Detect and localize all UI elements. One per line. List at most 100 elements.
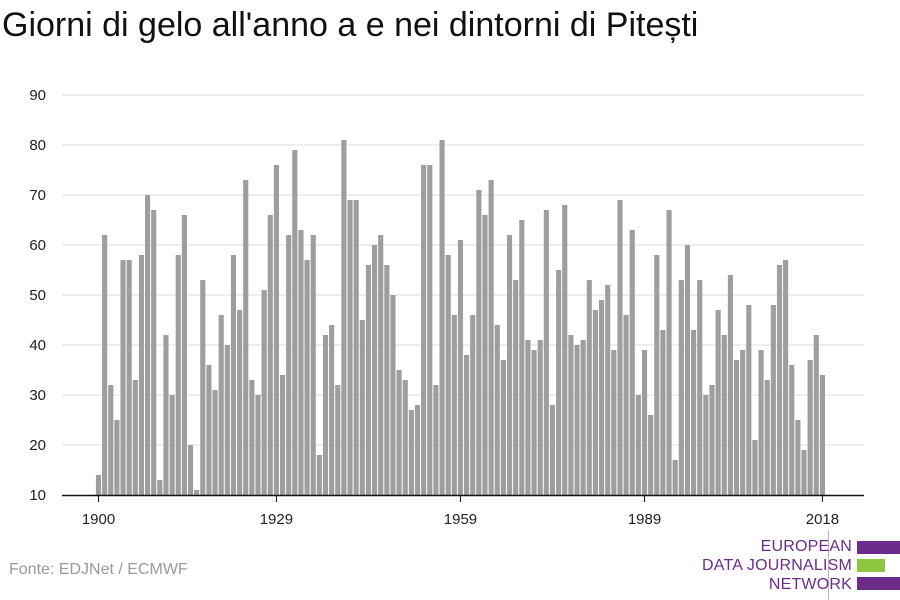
bar-2007	[752, 440, 758, 495]
bar-1904	[120, 260, 126, 495]
bar-1952	[414, 405, 421, 495]
bar-1931	[286, 235, 292, 495]
y-tick-label: 40	[29, 337, 46, 354]
bar-1909	[151, 210, 157, 495]
bar-1913	[175, 255, 181, 495]
bar-1902	[108, 385, 114, 495]
bar-1943	[359, 320, 365, 495]
logo-bar-purple-top	[857, 541, 900, 554]
bar-2001	[715, 310, 721, 495]
bar-1937	[322, 335, 329, 495]
bar-1966	[500, 360, 506, 495]
bar-1950	[402, 380, 408, 495]
bar-1947	[384, 265, 390, 495]
bar-1930	[279, 375, 286, 495]
bar-1915	[187, 445, 194, 495]
bar-1940	[341, 140, 347, 495]
bar-1998	[697, 280, 703, 495]
bar-2006	[746, 305, 752, 495]
bar-1997	[691, 330, 697, 495]
bar-1999	[703, 395, 709, 495]
bar-1949	[396, 370, 402, 495]
bar-1968	[513, 280, 519, 495]
y-tick-label: 10	[29, 487, 46, 504]
y-tick-label: 20	[29, 437, 46, 454]
bar-1978	[574, 345, 580, 495]
bar-1910	[157, 480, 163, 495]
bar-1996	[684, 245, 691, 495]
bar-2010	[770, 305, 776, 495]
bar-1922	[230, 255, 237, 495]
bar-1979	[580, 340, 586, 495]
bar-1920	[218, 315, 224, 495]
bar-1993	[666, 210, 672, 495]
x-tick-label: 1959	[444, 511, 477, 528]
edjnet-logo: EUROPEAN DATA JOURNALISM NETWORK	[700, 530, 900, 600]
bar-1973	[543, 210, 549, 495]
bar-1986	[623, 315, 629, 495]
bar-1987	[629, 230, 635, 495]
bar-1989	[641, 350, 648, 495]
bar-1964	[488, 180, 494, 495]
x-tick-label: 2018	[806, 511, 839, 528]
bar-1921	[224, 345, 230, 495]
bar-1912	[169, 395, 175, 495]
bar-2015	[801, 450, 807, 495]
x-tick-label: 1900	[82, 511, 115, 528]
x-axis-ticks: 1900 1929 1959 1989 2018	[82, 496, 839, 528]
bar-1911	[163, 335, 169, 495]
bar-1983	[605, 285, 611, 495]
bar-1984	[611, 350, 617, 495]
bar-2014	[795, 420, 801, 495]
chart-title: Giorni di gelo all'anno a e nei dintorni…	[2, 6, 699, 44]
logo-bar-green	[857, 559, 885, 572]
bar-1985	[617, 200, 623, 495]
bar-2009	[764, 380, 770, 495]
bar-1956	[439, 140, 445, 495]
y-tick-label: 70	[29, 187, 46, 204]
bar-1936	[316, 455, 322, 495]
bar-1955	[433, 385, 439, 495]
bar-2003	[727, 275, 733, 495]
bar-1938	[329, 325, 335, 495]
bar-1908	[145, 195, 151, 495]
y-tick-label: 50	[29, 287, 46, 304]
bar-1929	[273, 165, 279, 495]
bar-1962	[476, 190, 482, 495]
bar-1970	[525, 340, 531, 495]
bar-1969	[519, 220, 525, 495]
y-tick-label: 60	[29, 237, 46, 254]
bar-1981	[592, 310, 598, 495]
x-tick-label: 1929	[260, 511, 293, 528]
bar-1959	[457, 240, 464, 495]
bar-1975	[556, 270, 562, 495]
bar-1924	[243, 180, 249, 495]
bar-2018	[819, 375, 825, 495]
bar-1961	[470, 315, 476, 495]
bar-1990	[648, 415, 654, 495]
bar-1957	[445, 255, 451, 495]
bar-1946	[378, 235, 384, 495]
bar-1972	[537, 340, 543, 495]
source-note: Fonte: EDJNet / ECMWF	[9, 561, 188, 578]
bar-2002	[721, 335, 727, 495]
bar-1963	[482, 215, 488, 495]
bar-1971	[531, 350, 537, 495]
bar-1954	[427, 165, 433, 495]
bar-1982	[599, 300, 605, 495]
bar-1939	[335, 385, 341, 495]
bar-1914	[181, 215, 187, 495]
bar-1927	[261, 290, 267, 495]
bar-1919	[212, 390, 218, 495]
y-tick-label: 30	[29, 387, 46, 404]
bar-1980	[586, 280, 592, 495]
bar-1976	[562, 205, 568, 495]
bar-1960	[464, 355, 470, 495]
bar-2011	[776, 265, 783, 495]
logo-divider	[828, 530, 829, 600]
logo-line-data-journalism: DATA JOURNALISM	[702, 557, 852, 574]
bar-1995	[678, 280, 684, 495]
bar-1988	[635, 395, 641, 495]
bar-2000	[709, 385, 715, 495]
